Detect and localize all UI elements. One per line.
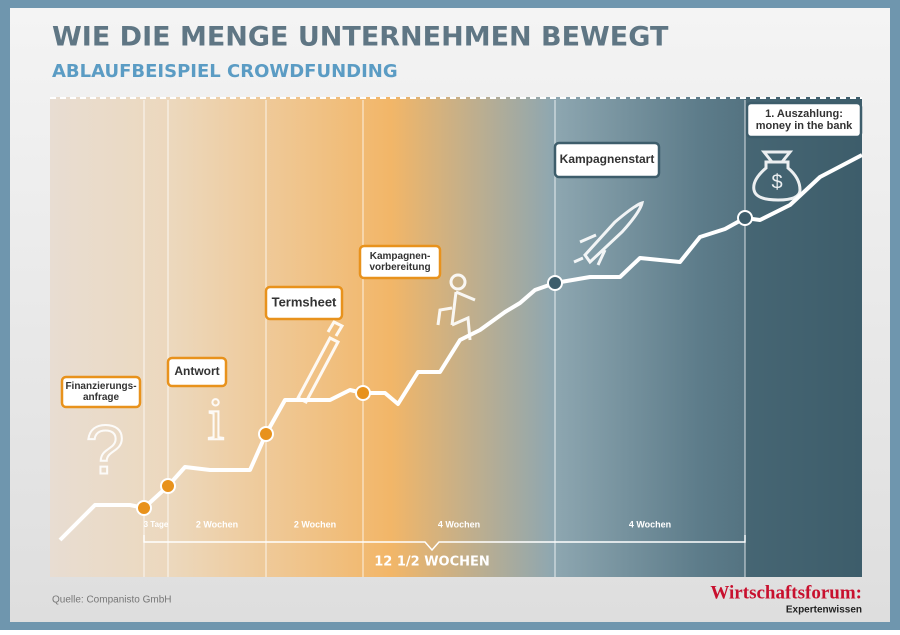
step-box	[264, 285, 344, 321]
milestones	[136, 210, 753, 516]
step-label: Finanzierungs-	[65, 381, 136, 392]
step-box	[358, 244, 442, 280]
step-box	[166, 356, 228, 388]
title: WIE DIE MENGE UNTERNEHMEN BEWEGT	[52, 22, 669, 53]
step-label: vorbereitung	[369, 262, 430, 273]
duration: 2 Wochen	[196, 519, 238, 529]
total-duration: 12 1/2 WOCHEN	[374, 555, 490, 570]
source: Quelle: Companisto GmbH	[52, 595, 172, 606]
step-label: anfrage	[83, 392, 120, 403]
step-box	[60, 375, 142, 409]
phase-bg	[745, 97, 862, 577]
svg-text:i: i	[208, 386, 225, 452]
step-label: Termsheet	[272, 294, 337, 309]
duration: 4 Wochen	[629, 519, 671, 529]
step-label: Kampagnen-	[370, 251, 431, 262]
step-label: money in the bank	[756, 120, 853, 132]
brand-sub: Expertenwissen	[786, 605, 862, 616]
svg-text:$: $	[771, 171, 782, 193]
timeline-bg	[50, 97, 862, 577]
step-label: Kampagnenstart	[560, 152, 655, 166]
step-box	[745, 101, 863, 139]
svg-text:?: ?	[86, 410, 125, 488]
step-label: Antwort	[174, 364, 219, 378]
duration: 3 Tage	[144, 520, 169, 529]
duration: 2 Wochen	[294, 519, 336, 529]
progress-line	[58, 153, 863, 542]
step-box	[553, 141, 661, 179]
icons: ? i $	[85, 150, 802, 489]
subtitle: ABLAUFBEISPIEL CROWDFUNDING	[52, 61, 398, 82]
total-brace	[143, 535, 746, 552]
brand: Wirtschaftsforum:	[710, 582, 862, 603]
step-label: 1. Auszahlung:	[765, 108, 843, 120]
duration: 4 Wochen	[438, 519, 480, 529]
dividers	[143, 100, 746, 577]
